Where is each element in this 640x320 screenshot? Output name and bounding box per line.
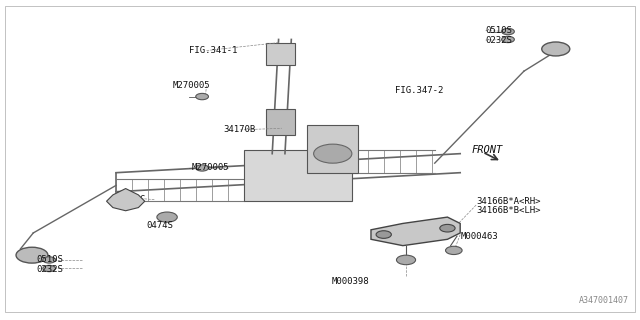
Circle shape — [440, 224, 455, 232]
Circle shape — [541, 42, 570, 56]
Text: FIG.341-1: FIG.341-1 — [189, 46, 237, 55]
Bar — [307, 125, 358, 173]
Circle shape — [376, 231, 392, 238]
Text: M270005: M270005 — [172, 81, 210, 90]
Text: 0232S: 0232S — [486, 36, 513, 44]
Circle shape — [314, 144, 352, 163]
Text: M000398: M000398 — [332, 277, 369, 286]
Text: M000463: M000463 — [460, 232, 498, 241]
Bar — [266, 109, 294, 135]
Bar — [266, 43, 294, 65]
Text: 0474S: 0474S — [147, 220, 173, 229]
Circle shape — [196, 93, 209, 100]
Polygon shape — [106, 188, 145, 211]
Circle shape — [502, 36, 515, 43]
Circle shape — [16, 247, 48, 263]
Text: 0232S: 0232S — [36, 265, 63, 274]
Text: 34166B*A<RH>: 34166B*A<RH> — [476, 197, 541, 206]
Circle shape — [502, 28, 515, 35]
Circle shape — [396, 255, 415, 265]
Circle shape — [43, 265, 56, 272]
Circle shape — [43, 257, 56, 263]
Text: 34608C: 34608C — [113, 195, 145, 204]
Circle shape — [445, 246, 462, 254]
Polygon shape — [371, 217, 460, 246]
Text: 0510S: 0510S — [486, 26, 513, 35]
Bar — [244, 150, 352, 201]
Circle shape — [196, 165, 209, 171]
Text: M270005: M270005 — [191, 164, 229, 172]
Text: A347001407: A347001407 — [579, 296, 629, 305]
Circle shape — [116, 196, 135, 206]
Text: FIG.347-2: FIG.347-2 — [395, 86, 444, 95]
Text: 34166B*B<LH>: 34166B*B<LH> — [476, 206, 541, 215]
Text: FRONT: FRONT — [472, 146, 503, 156]
Text: 34170B: 34170B — [223, 125, 255, 134]
Circle shape — [157, 212, 177, 222]
Text: 0510S: 0510S — [36, 255, 63, 264]
